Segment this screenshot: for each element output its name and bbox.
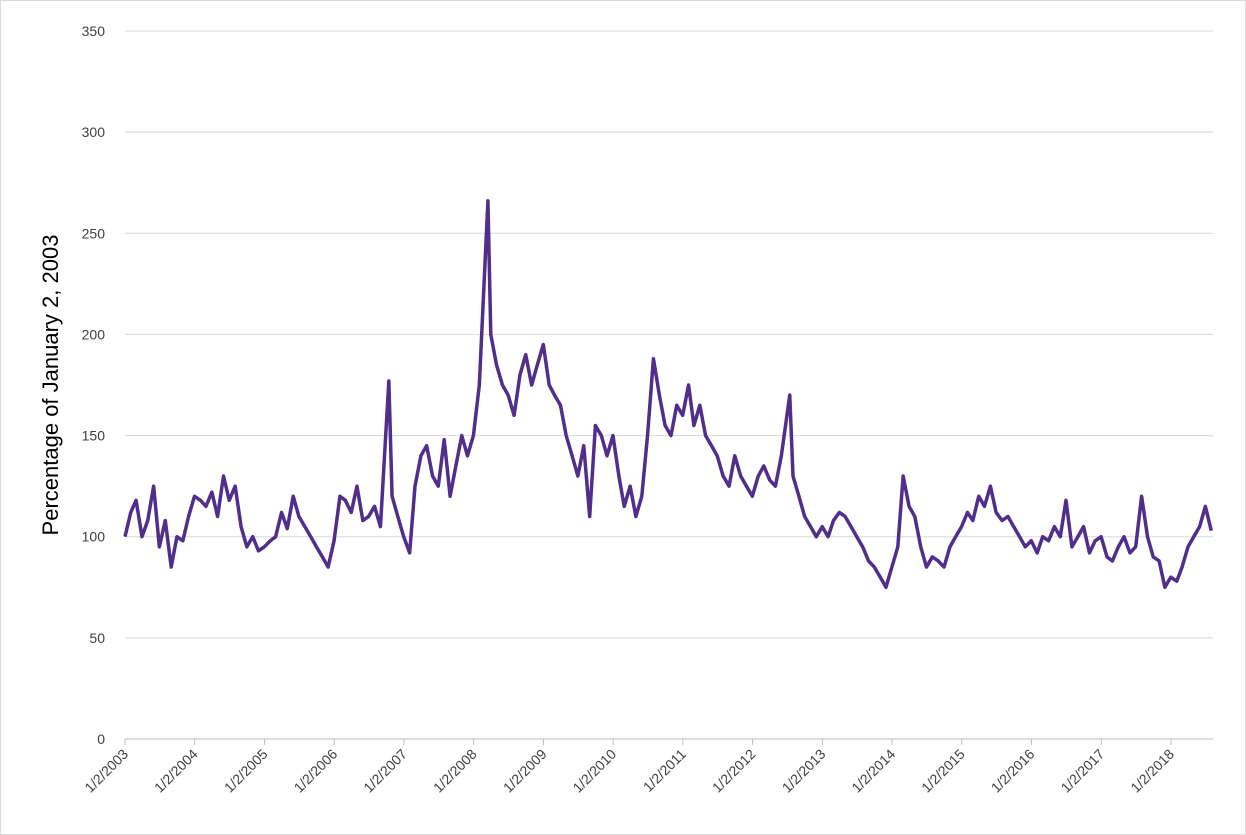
- y-tick-label: 100: [82, 529, 106, 545]
- y-tick-label: 150: [82, 428, 106, 444]
- y-tick-label: 250: [82, 225, 106, 241]
- y-tick-label: 200: [82, 326, 106, 342]
- y-tick-label: 350: [82, 23, 106, 39]
- y-axis-label: Percentage of January 2, 2003: [38, 235, 63, 536]
- data-line: [123, 199, 1213, 590]
- y-tick-label: 0: [97, 731, 105, 747]
- y-tick-label: 300: [82, 124, 106, 140]
- y-tick-label: 50: [89, 630, 105, 646]
